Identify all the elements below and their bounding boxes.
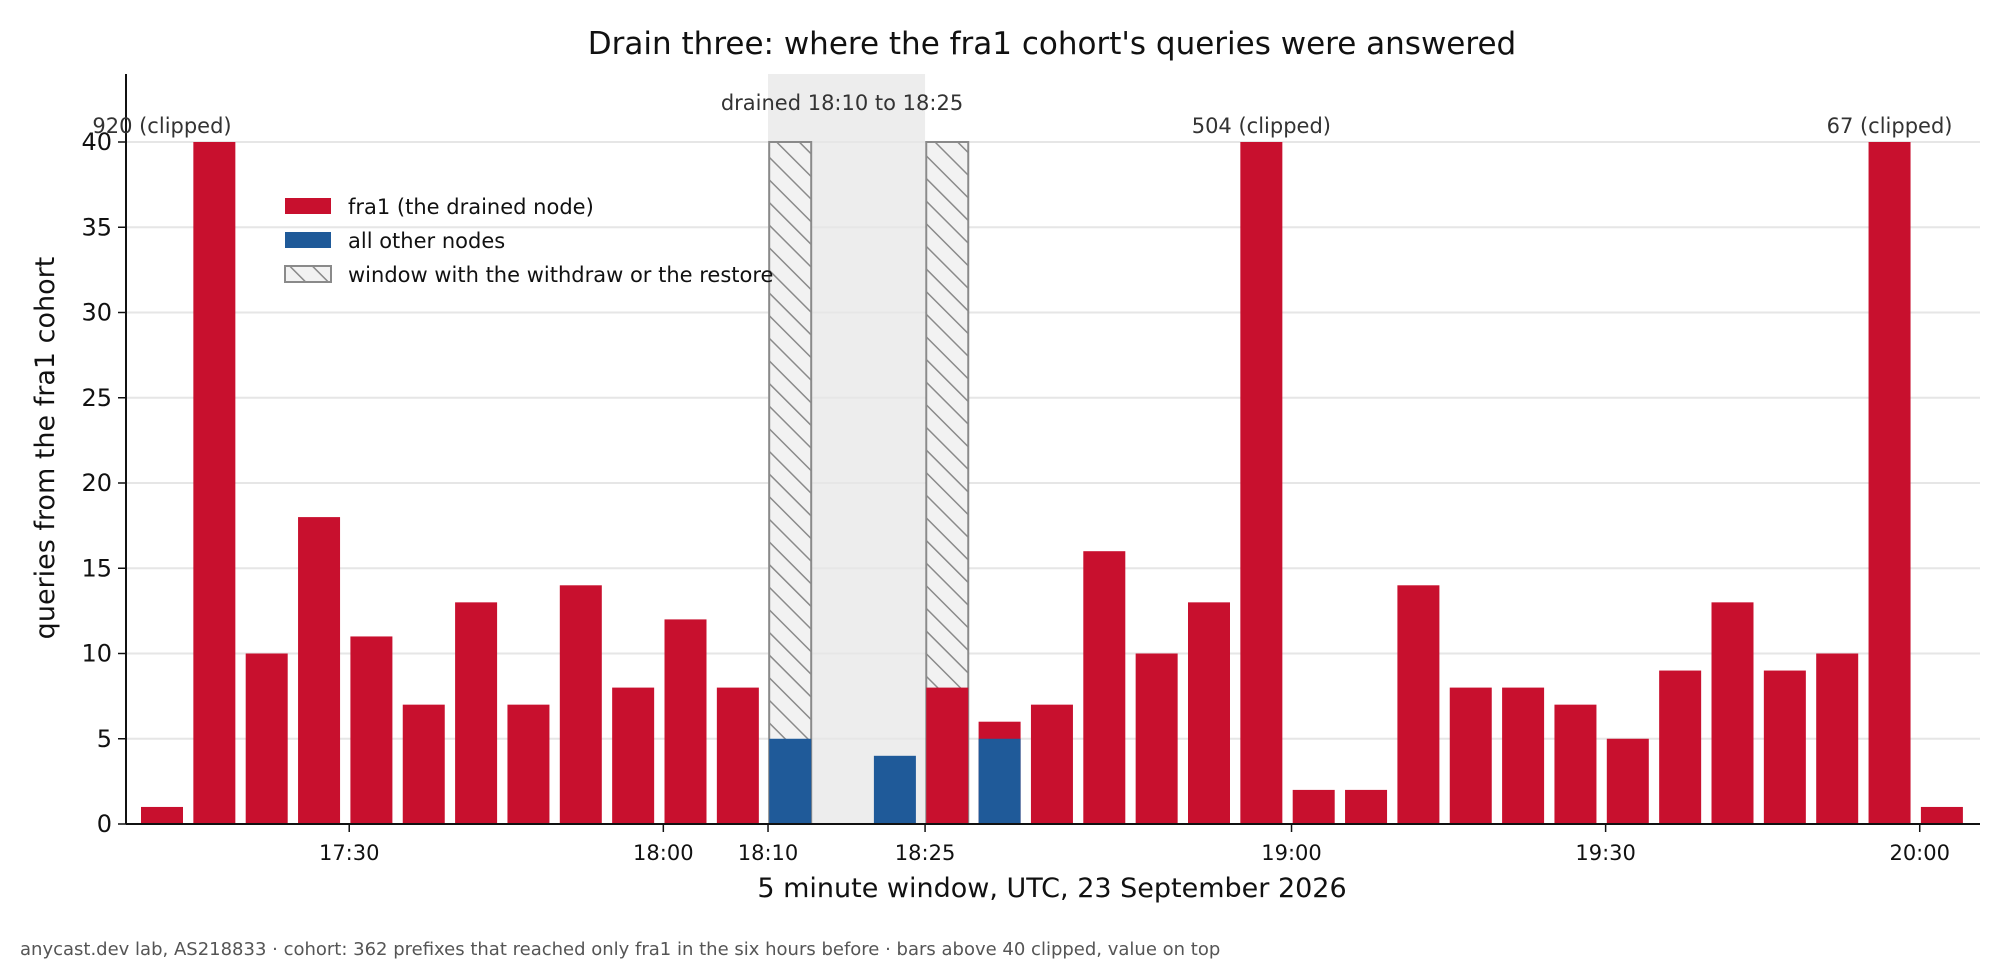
bar-fra1	[1449, 687, 1492, 824]
bar-other-nodes	[873, 755, 916, 824]
bar-fra1	[1188, 602, 1230, 824]
bar-fra1	[1502, 687, 1545, 824]
bar-fra1	[1030, 704, 1073, 824]
legend-label-transition: window with the withdraw or the restore	[348, 263, 773, 287]
bar-fra1	[1397, 585, 1440, 824]
legend-swatch-transition	[284, 265, 332, 283]
bar-fra1	[245, 653, 288, 824]
bar-fra1	[402, 704, 445, 824]
legend-swatch-other	[285, 232, 331, 248]
bar-fra1	[664, 619, 707, 824]
y-tick-label: 10	[81, 640, 112, 668]
footer-note: anycast.dev lab, AS218833 · cohort: 362 …	[20, 939, 1220, 960]
drain-span-label: drained 18:10 to 18:25	[721, 91, 963, 115]
bar-fra1	[1240, 142, 1283, 824]
bar-fra1	[1659, 670, 1702, 824]
bar-fra1	[1292, 789, 1335, 824]
y-tick-label: 0	[97, 810, 112, 838]
x-tick-label: 19:00	[1261, 841, 1322, 865]
bar-fra1	[1345, 789, 1388, 824]
bar-fra1	[1868, 142, 1911, 824]
y-tick-label: 35	[81, 213, 112, 241]
legend-label-other: all other nodes	[348, 229, 505, 253]
clip-annotation: 504 (clipped)	[1192, 114, 1331, 138]
legend: fra1 (the drained node) all other nodes …	[284, 195, 773, 287]
bar-fra1	[507, 704, 550, 824]
bar-fra1	[1816, 653, 1859, 824]
y-tick-label: 20	[81, 469, 112, 497]
x-tick-label: 20:00	[1889, 841, 1950, 865]
x-tick-label: 18:10	[738, 841, 799, 865]
y-tick-label: 5	[97, 725, 112, 753]
x-tick-label: 19:30	[1575, 841, 1636, 865]
bar-fra1	[926, 687, 969, 824]
x-tick-label: 18:25	[895, 841, 956, 865]
y-tick-label: 40	[81, 128, 112, 156]
bar-fra1	[1135, 653, 1178, 824]
x-tick-label: 18:00	[633, 841, 694, 865]
bar-fra1	[1083, 551, 1126, 824]
legend-label-fra1: fra1 (the drained node)	[348, 195, 594, 219]
bar-fra1	[716, 687, 759, 824]
bar-fra1	[1763, 670, 1806, 824]
bar-fra1	[455, 602, 498, 824]
y-tick-label: 15	[81, 554, 112, 582]
y-tick-label: 30	[81, 299, 112, 327]
bar-fra1	[1920, 806, 1963, 824]
bar-fra1	[612, 687, 655, 824]
bar-other-nodes	[769, 738, 812, 824]
clip-annotation: 67 (clipped)	[1827, 114, 1953, 138]
bar-fra1	[141, 806, 183, 824]
legend-swatch-fra1	[285, 198, 331, 214]
bar-fra1	[193, 142, 236, 824]
chart-title: Drain three: where the fra1 cohort's que…	[588, 26, 1516, 62]
bar-fra1	[1554, 704, 1597, 824]
bar-fra1	[1711, 602, 1754, 824]
bar-fra1	[298, 517, 341, 824]
clip-annotation: 920 (clipped)	[92, 114, 231, 138]
bar-other-nodes	[978, 738, 1021, 824]
bar-fra1	[350, 636, 393, 824]
y-tick-label: 25	[81, 384, 112, 412]
bar-fra1	[1606, 738, 1649, 824]
x-axis-label: 5 minute window, UTC, 23 September 2026	[757, 873, 1346, 904]
bar-fra1	[559, 585, 602, 824]
x-tick-label: 17:30	[319, 841, 380, 865]
transition-window	[768, 141, 813, 825]
y-axis-label: queries from the fra1 cohort	[30, 257, 61, 640]
